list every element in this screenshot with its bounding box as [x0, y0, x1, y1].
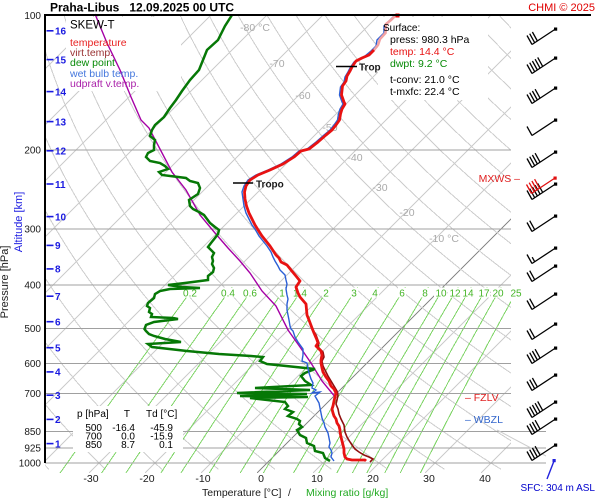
- svg-text:17: 17: [478, 289, 490, 300]
- svg-text:0.0: 0.0: [121, 432, 135, 443]
- svg-text:5: 5: [55, 344, 61, 355]
- svg-text:8.7: 8.7: [121, 440, 135, 451]
- svg-text:12: 12: [55, 147, 67, 158]
- svg-text:-10 °C: -10 °C: [429, 233, 459, 245]
- svg-text:0.6: 0.6: [243, 289, 257, 300]
- svg-text:SKEW-T: SKEW-T: [70, 20, 115, 32]
- svg-text:10: 10: [435, 289, 447, 300]
- svg-text:-20: -20: [139, 473, 154, 485]
- svg-text:dwpt: 9.2 °C: dwpt: 9.2 °C: [390, 58, 448, 70]
- svg-text:MXWS –: MXWS –: [479, 173, 521, 185]
- svg-text:Temperature [°C]: Temperature [°C]: [202, 487, 282, 499]
- svg-text:4: 4: [372, 289, 378, 300]
- svg-text:press: 980.3 hPa: press: 980.3 hPa: [390, 34, 470, 46]
- svg-text:4: 4: [55, 368, 61, 379]
- svg-text:700: 700: [24, 389, 41, 400]
- svg-text:20: 20: [367, 473, 379, 485]
- svg-text:T: T: [124, 409, 130, 420]
- svg-text:t-mxfc: 22.4 °C: t-mxfc: 22.4 °C: [390, 86, 460, 98]
- svg-text:300: 300: [24, 225, 41, 236]
- svg-text:Altitude [km]: Altitude [km]: [13, 192, 25, 253]
- svg-text:temperature: temperature: [70, 37, 127, 49]
- svg-text:15: 15: [55, 55, 67, 66]
- svg-text:-30: -30: [83, 473, 98, 485]
- svg-text:Trop: Trop: [359, 63, 381, 74]
- svg-text:– FZLV: – FZLV: [465, 392, 499, 404]
- svg-text:t-conv: 21.0 °C: t-conv: 21.0 °C: [390, 74, 460, 86]
- svg-text:SFC: 304 m ASL: SFC: 304 m ASL: [521, 483, 596, 494]
- svg-text:CHMI © 2025: CHMI © 2025: [528, 2, 595, 14]
- svg-text:850: 850: [24, 427, 41, 438]
- svg-text:6: 6: [55, 318, 61, 329]
- svg-text:/: /: [288, 487, 291, 499]
- svg-text:3: 3: [55, 391, 61, 402]
- svg-text:dew point: dew point: [70, 57, 115, 69]
- svg-text:3: 3: [351, 289, 357, 300]
- svg-text:13: 13: [55, 117, 67, 128]
- svg-text:1000: 1000: [19, 459, 42, 470]
- svg-text:Td [°C]: Td [°C]: [146, 409, 177, 420]
- svg-text:0.4: 0.4: [221, 289, 235, 300]
- svg-text:Mixing ratio [g/kg]: Mixing ratio [g/kg]: [306, 487, 388, 499]
- svg-text:temp: 14.4 °C: temp: 14.4 °C: [390, 46, 455, 58]
- svg-text:200: 200: [24, 146, 41, 157]
- svg-text:-30: -30: [372, 182, 387, 194]
- svg-text:– WBZL: – WBZL: [465, 414, 503, 426]
- svg-text:6: 6: [399, 289, 405, 300]
- svg-text:9: 9: [55, 241, 61, 252]
- svg-text:2: 2: [323, 289, 329, 300]
- svg-text:925: 925: [24, 443, 41, 454]
- svg-text:0: 0: [258, 473, 264, 485]
- svg-text:-60: -60: [295, 90, 310, 102]
- svg-text:Surface:: Surface:: [383, 23, 420, 34]
- svg-text:-80 °C: -80 °C: [240, 22, 270, 34]
- svg-text:0.1: 0.1: [159, 440, 173, 451]
- svg-text:2: 2: [55, 415, 61, 426]
- svg-text:100: 100: [24, 11, 41, 22]
- svg-text:25: 25: [510, 289, 522, 300]
- svg-text:12: 12: [449, 289, 461, 300]
- svg-text:Pressure [hPa]: Pressure [hPa]: [0, 246, 11, 319]
- svg-text:10: 10: [55, 212, 67, 223]
- svg-text:11: 11: [55, 180, 66, 191]
- svg-text:Praha-Libus 12.09.2025 00 UT: Praha-Libus 12.09.2025 00 UTC: [50, 1, 234, 15]
- svg-text:7: 7: [55, 292, 61, 303]
- svg-text:1.4: 1.4: [293, 289, 307, 300]
- svg-text:-45.9: -45.9: [150, 423, 173, 434]
- svg-text:-40: -40: [347, 152, 362, 164]
- svg-text:p [hPa]: p [hPa]: [77, 409, 109, 420]
- svg-text:1: 1: [55, 439, 61, 450]
- svg-text:600: 600: [24, 359, 41, 370]
- svg-text:16: 16: [55, 27, 67, 38]
- svg-text:8: 8: [422, 289, 428, 300]
- svg-text:Tropo: Tropo: [256, 180, 284, 191]
- svg-text:14: 14: [55, 87, 67, 98]
- svg-text:-20: -20: [399, 207, 414, 219]
- svg-text:500: 500: [24, 324, 41, 335]
- svg-text:0.2: 0.2: [183, 289, 197, 300]
- svg-text:wet bulb temp.: wet bulb temp.: [69, 68, 138, 80]
- svg-text:40: 40: [479, 473, 491, 485]
- svg-text:850: 850: [85, 440, 102, 451]
- svg-text:700: 700: [85, 432, 102, 443]
- svg-text:-15.9: -15.9: [150, 432, 173, 443]
- svg-text:-16.4: -16.4: [112, 423, 135, 434]
- svg-text:20: 20: [492, 289, 504, 300]
- svg-text:30: 30: [423, 473, 435, 485]
- svg-text:-70: -70: [269, 58, 284, 70]
- svg-text:virt.temp.: virt.temp.: [70, 47, 113, 59]
- svg-text:500: 500: [85, 423, 102, 434]
- svg-text:14: 14: [462, 289, 474, 300]
- svg-text:udpraft v.temp.: udpraft v.temp.: [70, 78, 139, 90]
- svg-text:10: 10: [311, 473, 323, 485]
- svg-text:8: 8: [55, 265, 61, 276]
- svg-text:400: 400: [24, 280, 41, 291]
- svg-text:1: 1: [279, 289, 285, 300]
- svg-text:-10: -10: [195, 473, 210, 485]
